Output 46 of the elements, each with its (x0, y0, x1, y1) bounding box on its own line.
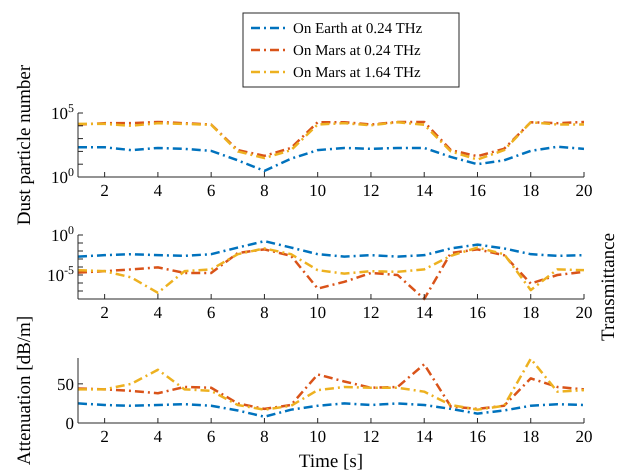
x-tick-label: 6 (206, 181, 216, 200)
x-tick-label: 4 (154, 427, 163, 446)
x-tick-label: 16 (468, 181, 486, 200)
x-tick-label: 2 (100, 181, 109, 200)
x-axis-title: Time [s] (298, 451, 364, 472)
y-tick-label: 10$^{0}$ (51, 165, 74, 187)
x-tick-label: 8 (260, 427, 269, 446)
legend-label: On Mars at 0.24 THz (293, 43, 421, 59)
x-tick-label: 6 (206, 427, 216, 446)
x-tick-label: 12 (362, 427, 380, 446)
legend-label: On Earth at 0.24 THz (293, 21, 423, 37)
x-tick-label: 18 (522, 181, 540, 200)
y-axis-title: Dust particle number (14, 64, 35, 226)
x-tick-label: 10 (309, 303, 326, 322)
x-tick-label: 10 (309, 427, 326, 446)
line-series (78, 402, 584, 418)
x-tick-label: 14 (416, 181, 434, 200)
x-tick-label: 20 (576, 303, 592, 322)
x-tick-label: 10 (309, 181, 326, 200)
x-tick-label: 4 (154, 181, 163, 200)
x-tick-label: 4 (154, 303, 163, 322)
x-tick-label: 2 (100, 303, 109, 322)
x-tick-label: 18 (522, 303, 540, 322)
x-tick-label: 14 (416, 427, 434, 446)
x-tick-label: 14 (416, 303, 434, 322)
y-axis-title: Attenuation [dB/m] (14, 316, 35, 466)
x-tick-label: 8 (260, 181, 269, 200)
line-series (78, 146, 584, 172)
x-tick-label: 12 (362, 181, 380, 200)
x-tick-label: 20 (576, 181, 592, 200)
y-tick-label: 10$^{5}$ (51, 101, 74, 123)
y-tick-label: 0 (66, 414, 74, 433)
legend-label: On Mars at 1.64 THz (293, 65, 421, 81)
x-tick-label: 8 (260, 303, 269, 322)
y2-axis-title: Transmittance (598, 232, 619, 342)
x-tick-label: 16 (468, 427, 486, 446)
x-tick-label: 12 (362, 303, 380, 322)
x-tick-label: 20 (576, 427, 592, 446)
x-tick-label: 2 (100, 427, 109, 446)
y-tick-label: 50 (57, 374, 74, 394)
x-tick-label: 16 (468, 303, 486, 322)
y-tick-label: 10$^{-5}$ (47, 263, 74, 285)
x-tick-label: 6 (206, 303, 216, 322)
line-series (78, 240, 584, 258)
y-tick-label: 10$^{0}$ (51, 223, 74, 245)
x-tick-label: 18 (522, 427, 540, 446)
